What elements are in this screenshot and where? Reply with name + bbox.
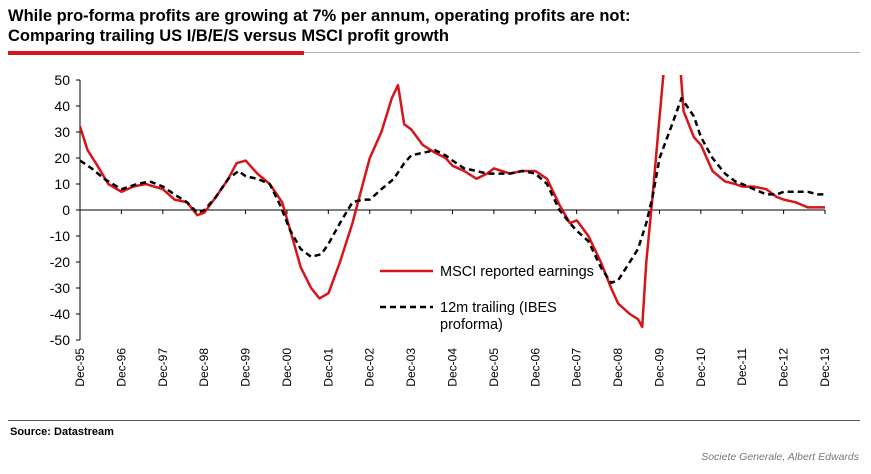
title-line-1: While pro-forma profits are growing at 7… — [8, 7, 631, 25]
series-line-msci — [80, 75, 825, 329]
x-tick-label: Dec-06 — [528, 348, 542, 387]
title-divider — [8, 52, 860, 53]
y-tick-label: -40 — [50, 306, 70, 322]
footer-divider — [8, 420, 860, 421]
x-tick-label: Dec-03 — [404, 348, 418, 387]
y-tick-label: 10 — [54, 176, 70, 192]
y-tick-label: 50 — [54, 72, 70, 88]
x-tick-label: Dec-01 — [321, 348, 335, 387]
x-tick-label: Dec-09 — [652, 348, 666, 387]
title-accent-bar — [8, 51, 304, 55]
x-tick-label: Dec-13 — [818, 348, 832, 387]
x-tick-label: Dec-07 — [570, 348, 584, 387]
y-tick-label: 20 — [54, 150, 70, 166]
x-tick-label: Dec-98 — [197, 348, 211, 387]
x-tick-label: Dec-10 — [694, 348, 708, 387]
series-line-ibes — [80, 96, 825, 285]
x-tick-label: Dec-12 — [777, 348, 791, 387]
x-tick-label: Dec-11 — [735, 348, 749, 386]
x-tick-label: Dec-02 — [363, 348, 377, 387]
credit-note: Societe Generale, Albert Edwards — [701, 451, 859, 463]
x-tick-label: Dec-00 — [280, 348, 294, 387]
y-axis: 50 40 30 20 10 0 -10 -20 -30 -40 -50 — [50, 72, 81, 348]
legend-label-ibes-line2: proforma) — [440, 317, 503, 333]
series-layer — [80, 75, 825, 329]
legend-label-ibes: 12m trailing (IBES proforma) — [440, 300, 561, 333]
y-tick-label: -30 — [50, 280, 70, 296]
chart-title: While pro-forma profits are growing at 7… — [8, 6, 858, 46]
legend-label-ibes-line1: 12m trailing (IBES — [440, 300, 557, 316]
legend: MSCI reported earnings 12m trailing (IBE… — [380, 264, 594, 333]
source-note: Source: Datastream — [10, 426, 114, 438]
x-tick-label: Dec-96 — [114, 348, 128, 387]
y-tick-label: -50 — [50, 332, 70, 348]
y-tick-label: -10 — [50, 228, 70, 244]
x-tick-label: Dec-97 — [156, 348, 170, 387]
legend-label-msci: MSCI reported earnings — [440, 264, 594, 280]
x-tick-label: Dec-95 — [73, 348, 87, 387]
y-tick-label: 30 — [54, 124, 70, 140]
x-tick-label: Dec-04 — [446, 348, 460, 387]
y-tick-label: 0 — [62, 202, 70, 218]
x-tick-label: Dec-99 — [239, 348, 253, 387]
x-axis: Dec-95 Dec-96 Dec-97 Dec-98 Dec-99 Dec-00 Dec-… — [73, 209, 832, 387]
title-line-2: Comparing trailing US I/B/E/S versus MSC… — [8, 27, 449, 45]
x-tick-label: Dec-08 — [611, 348, 625, 387]
y-tick-label: -20 — [50, 254, 70, 270]
x-tick-label: Dec-05 — [487, 348, 501, 387]
y-tick-label: 40 — [54, 98, 70, 114]
